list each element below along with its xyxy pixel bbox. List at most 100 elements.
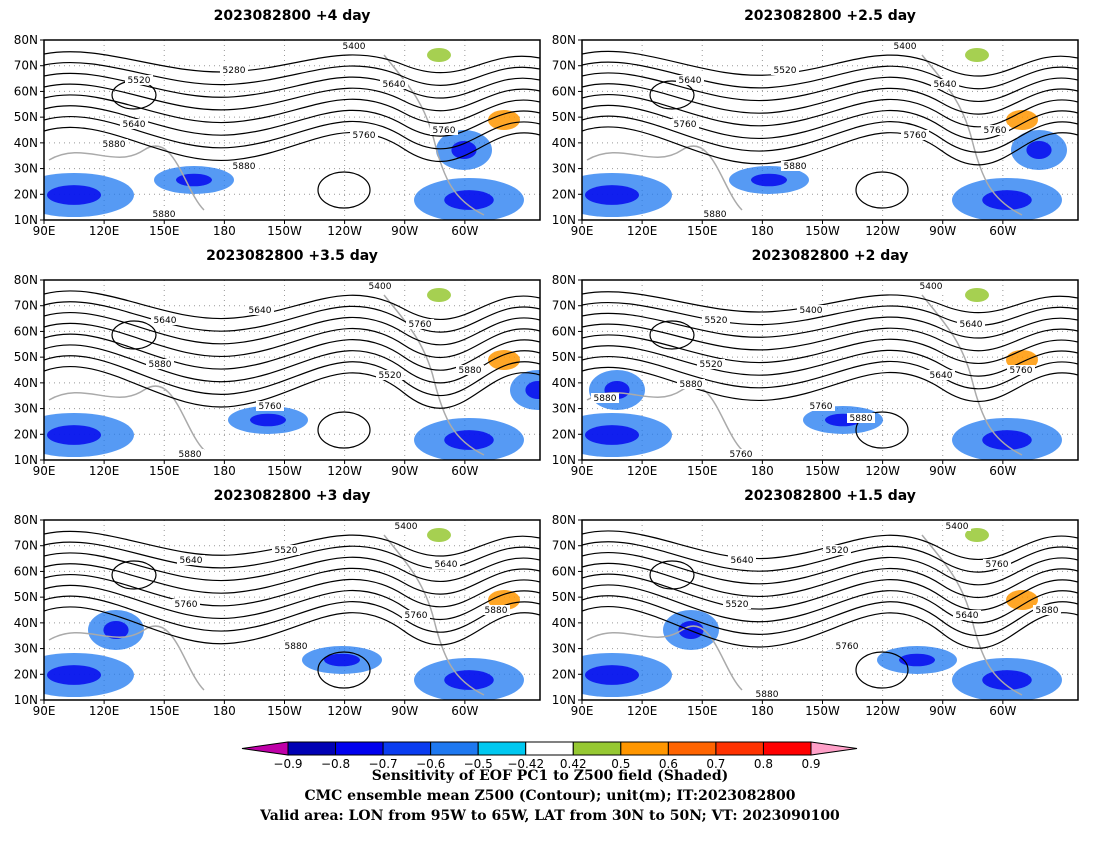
strong-negative-shading [899, 653, 935, 667]
z500-contour [582, 61, 1078, 90]
contour-label-bg [402, 610, 430, 620]
contour-label: 5400 [343, 42, 366, 52]
contour-label-bg [177, 555, 205, 565]
lon-tick-label: 120W [327, 704, 362, 718]
strong-negative-shading [444, 430, 494, 450]
lat-tick-label: 80N [552, 33, 576, 47]
contour-label-bg [230, 161, 258, 171]
strong-negative-shading [1026, 141, 1052, 159]
lat-tick-label: 20N [14, 427, 38, 441]
contour-label: 5640 [731, 556, 754, 566]
colorbar-box [620, 741, 669, 756]
contour-label: 5760 [836, 642, 859, 652]
contour-label-bg [957, 319, 985, 329]
contour-label-bg [482, 605, 510, 615]
contour-label-bg [380, 79, 408, 89]
panel-title: 2023082800 +2.5 day [744, 8, 916, 24]
z500-contour [44, 365, 540, 409]
colorbar: −0.9 −0.8 −0.7 −0.6 −0.5 −0.42 0.42 0.5 0.6 0.7 0.… [241, 741, 858, 771]
z500-contour [44, 584, 540, 620]
z500-contour [582, 83, 1078, 115]
z500-closed-contour [649, 80, 695, 110]
contour-label-bg [120, 119, 148, 129]
map-area: 5400 5520 5640 5640 5760 5760 5880 5760 5880 [582, 40, 1078, 220]
lat-tick-label: 30N [14, 642, 38, 656]
z500-contour [44, 290, 540, 320]
lon-tick-label: 150E [149, 224, 180, 238]
strong-negative-shading [982, 670, 1032, 690]
lon-tick-label: 90W [929, 224, 956, 238]
contour-label: 5640 [960, 320, 983, 330]
contour-label: 5760 [405, 611, 428, 621]
contour-label: 5640 [249, 306, 272, 316]
lon-tick-label: 120W [327, 464, 362, 478]
contour-label-bg [406, 319, 434, 329]
contour-label-bg [172, 599, 200, 609]
z500-contour [44, 126, 540, 162]
lon-tick-label: 120W [865, 704, 900, 718]
lat-tick-label: 40N [14, 136, 38, 150]
panel-title: 2023082800 +3 day [214, 488, 371, 504]
lat-tick-label: 10N [552, 213, 576, 227]
contour-label: 5640 [956, 611, 979, 621]
lon-tick-label: 150W [805, 464, 840, 478]
colorbar-tick-label: −0.7 [369, 757, 398, 771]
panel-title: 2023082800 +2 day [752, 248, 909, 264]
map-frame [581, 519, 1079, 701]
lon-tick-label: 120W [327, 224, 362, 238]
colorbar-tick-label: 0.6 [659, 757, 678, 771]
lat-tick-label: 60N [14, 84, 38, 98]
weak-positive-shading [427, 48, 451, 62]
colorbar-box [667, 741, 717, 756]
contour-label-bg [781, 161, 809, 171]
lat-tick-label: 30N [552, 642, 576, 656]
lon-tick-label: 120E [627, 464, 658, 478]
lat-tick-label: 50N [552, 590, 576, 604]
contour-label-bg [1033, 605, 1061, 615]
weak-positive-shading [965, 288, 989, 302]
lon-tick-label: 90E [33, 224, 56, 238]
colorbar-box [430, 741, 479, 756]
strong-negative-shading [585, 665, 639, 685]
lat-tick-label: 50N [14, 350, 38, 364]
lat-tick-label: 80N [14, 33, 38, 47]
lat-tick-label: 40N [14, 616, 38, 630]
contour-label-bg [702, 315, 730, 325]
colorbar-tick-label: 0.8 [754, 757, 773, 771]
contour-label: 5640 [930, 371, 953, 381]
lat-tick-label: 70N [552, 539, 576, 553]
z500-closed-contour [317, 411, 371, 449]
colorbar-tick-label: −0.42 [507, 757, 544, 771]
coastline [586, 145, 743, 211]
lon-tick-label: 60W [989, 464, 1016, 478]
map-frame [43, 39, 541, 221]
z500-contour [582, 530, 1078, 560]
z500-contour [582, 605, 1078, 649]
z500-closed-contour [111, 320, 157, 350]
lon-tick-label: 180 [751, 704, 774, 718]
contour-label-bg [151, 315, 179, 325]
map-panel: 2023082800 +3 day 5400 5520 5640 5640 5760 576… [14, 488, 541, 718]
contour-label: 5520 [128, 76, 151, 86]
strong-negative-shading [525, 381, 540, 399]
z500-contour [44, 51, 540, 74]
contour-label: 5280 [223, 66, 246, 76]
z500-contour [44, 94, 540, 124]
contour-label: 5880 [149, 360, 172, 370]
contour-label-bg [723, 599, 751, 609]
z500-contour [582, 312, 1078, 339]
contour-label-bg [807, 401, 835, 411]
contour-label-bg [146, 359, 174, 369]
weak-positive-shading [427, 288, 451, 302]
lat-tick-label: 20N [14, 187, 38, 201]
contour-label: 5880 [850, 414, 873, 424]
lat-tick-label: 40N [552, 616, 576, 630]
lon-tick-label: 150E [149, 464, 180, 478]
lat-tick-label: 10N [14, 453, 38, 467]
contour-label-bg [1007, 365, 1035, 375]
strong-negative-shading [982, 190, 1032, 210]
contour-label-bg [847, 413, 875, 423]
contour-label-bg [591, 393, 619, 403]
